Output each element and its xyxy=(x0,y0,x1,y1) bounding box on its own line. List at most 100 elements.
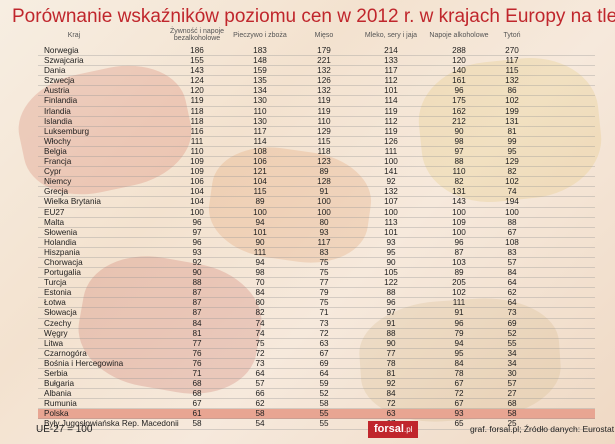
value-cell: 135 xyxy=(253,76,267,86)
value-cell: 120 xyxy=(190,86,204,96)
value-cell: 132 xyxy=(317,86,331,96)
value-cell: 73 xyxy=(507,308,517,318)
price-level-table: Kraj Żywność i napoje bezalkoholowe Pieczy… xyxy=(38,28,595,430)
value-cell: 155 xyxy=(190,56,204,66)
value-cell: 148 xyxy=(253,56,267,66)
value-cell: 64 xyxy=(507,298,517,308)
country-cell: Czechy xyxy=(44,318,72,328)
country-cell: Litwa xyxy=(44,338,64,348)
value-cell: 79 xyxy=(319,288,329,298)
value-cell: 194 xyxy=(505,197,519,207)
value-cell: 84 xyxy=(507,268,517,278)
value-cell: 96 xyxy=(454,86,464,96)
column-header: Tytoń xyxy=(503,32,521,39)
table-row: Czechy 84 74 73 91 96 69 xyxy=(38,319,595,329)
value-cell: 119 xyxy=(384,106,398,116)
country-cell: Szwajcaria xyxy=(44,56,84,66)
value-cell: 72 xyxy=(319,328,329,338)
value-cell: 67 xyxy=(507,227,517,237)
value-cell: 70 xyxy=(255,278,265,288)
value-cell: 67 xyxy=(192,399,202,409)
value-cell: 93 xyxy=(454,409,464,419)
value-cell: 141 xyxy=(384,167,398,177)
value-cell: 90 xyxy=(192,268,202,278)
value-cell: 129 xyxy=(505,157,519,167)
value-cell: 57 xyxy=(507,379,517,389)
value-cell: 199 xyxy=(505,106,519,116)
value-cell: 55 xyxy=(319,419,329,429)
value-cell: 74 xyxy=(255,318,265,328)
value-cell: 68 xyxy=(192,379,202,389)
table-row: Finlandia 119 130 119 114 175 102 xyxy=(38,96,595,107)
value-cell: 118 xyxy=(317,146,331,156)
value-cell: 58 xyxy=(507,409,517,419)
country-cell: Serbia xyxy=(44,369,68,378)
value-cell: 34 xyxy=(507,358,517,368)
value-cell: 62 xyxy=(255,399,265,409)
forsal-logo[interactable]: forsal.pl xyxy=(368,421,419,438)
value-cell: 93 xyxy=(319,227,329,237)
value-cell: 68 xyxy=(507,399,517,409)
value-cell: 71 xyxy=(192,369,202,378)
value-cell: 221 xyxy=(317,56,331,66)
value-cell: 94 xyxy=(255,257,265,267)
country-cell: Islandia xyxy=(44,116,73,126)
country-cell: Hiszpania xyxy=(44,247,80,257)
value-cell: 67 xyxy=(454,379,464,389)
value-cell: 179 xyxy=(317,46,331,55)
country-cell: Chorwacja xyxy=(44,257,83,267)
country-cell: Włochy xyxy=(44,136,71,146)
value-cell: 111 xyxy=(190,136,204,146)
value-cell: 101 xyxy=(384,86,398,96)
value-cell: 55 xyxy=(319,409,329,419)
value-cell: 114 xyxy=(384,96,398,106)
value-cell: 64 xyxy=(255,369,265,378)
value-cell: 87 xyxy=(454,247,464,257)
value-cell: 123 xyxy=(317,157,331,167)
value-cell: 66 xyxy=(255,389,265,399)
value-cell: 130 xyxy=(253,116,267,126)
value-cell: 100 xyxy=(317,197,331,207)
value-cell: 91 xyxy=(319,187,329,197)
value-cell: 75 xyxy=(319,268,329,278)
value-cell: 212 xyxy=(452,116,466,126)
value-cell: 93 xyxy=(192,247,202,257)
value-cell: 110 xyxy=(190,146,204,156)
value-cell: 87 xyxy=(192,308,202,318)
value-cell: 90 xyxy=(386,257,396,267)
table-row: EU27 100 100 100 100 100 100 xyxy=(38,208,595,218)
value-cell: 100 xyxy=(317,207,331,217)
value-cell: 270 xyxy=(505,46,519,55)
value-cell: 82 xyxy=(255,308,265,318)
value-cell: 143 xyxy=(190,66,204,76)
value-cell: 100 xyxy=(253,207,267,217)
value-cell: 104 xyxy=(190,197,204,207)
value-cell: 89 xyxy=(454,268,464,278)
value-cell: 117 xyxy=(317,237,331,247)
country-cell: Grecja xyxy=(44,187,69,197)
value-cell: 112 xyxy=(384,76,398,86)
value-cell: 96 xyxy=(386,298,396,308)
value-cell: 88 xyxy=(454,157,464,167)
country-cell: Finlandia xyxy=(44,96,78,106)
value-cell: 111 xyxy=(384,146,398,156)
value-cell: 95 xyxy=(507,146,517,156)
value-cell: 62 xyxy=(507,288,517,298)
value-cell: 175 xyxy=(452,96,466,106)
value-cell: 126 xyxy=(384,136,398,146)
value-cell: 108 xyxy=(505,237,519,247)
value-cell: 71 xyxy=(319,308,329,318)
value-cell: 117 xyxy=(505,56,519,66)
value-cell: 92 xyxy=(192,257,202,267)
value-cell: 97 xyxy=(192,227,202,237)
value-cell: 83 xyxy=(507,247,517,257)
value-cell: 86 xyxy=(507,86,517,96)
value-cell: 110 xyxy=(253,106,267,116)
country-cell: Polska xyxy=(44,409,69,419)
value-cell: 117 xyxy=(384,66,398,76)
value-cell: 109 xyxy=(452,217,466,227)
value-cell: 119 xyxy=(384,126,398,136)
value-cell: 78 xyxy=(386,358,396,368)
value-cell: 57 xyxy=(255,379,265,389)
value-cell: 104 xyxy=(190,187,204,197)
